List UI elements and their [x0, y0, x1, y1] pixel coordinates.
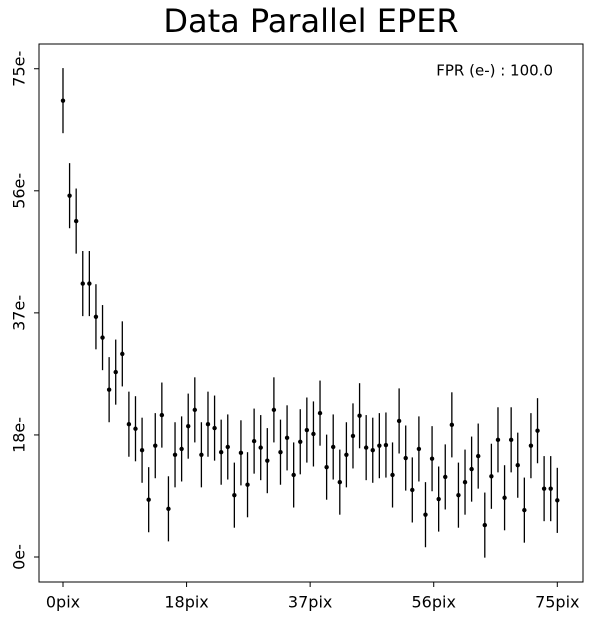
data-point	[271, 407, 277, 413]
x-tick-label: 18pix	[164, 593, 208, 612]
data-point	[423, 512, 428, 517]
data-point	[199, 452, 204, 457]
data-point	[331, 444, 336, 450]
data-point	[555, 498, 560, 503]
data-point	[350, 433, 356, 439]
y-tick-label: 75e-	[10, 51, 29, 87]
x-tick-label: 56pix	[412, 593, 456, 612]
data-point	[278, 449, 283, 455]
data-point	[416, 446, 422, 452]
data-point	[238, 450, 244, 456]
data-point	[133, 426, 138, 431]
data-point	[80, 281, 85, 286]
data-point	[456, 492, 461, 498]
data-point	[410, 487, 415, 493]
data-point	[67, 193, 72, 198]
data-point	[218, 449, 224, 455]
y-tick-label: 37e-	[9, 295, 28, 331]
data-point	[324, 464, 329, 470]
data-point	[476, 453, 481, 459]
x-tick-label: 37pix	[288, 593, 332, 612]
data-point	[469, 466, 474, 472]
data-point	[205, 421, 211, 427]
data-point	[370, 448, 375, 453]
x-tick-label: 0pix	[46, 593, 80, 612]
data-point	[515, 463, 520, 468]
data-point	[482, 522, 487, 528]
data-point	[489, 474, 494, 479]
x-tick-label: 75pix	[535, 593, 579, 612]
data-point	[192, 407, 198, 413]
data-point	[443, 474, 448, 480]
data-point	[390, 472, 395, 478]
data-point	[462, 479, 468, 485]
data-point	[396, 418, 402, 424]
data-point	[245, 482, 250, 487]
data-point	[357, 413, 362, 418]
data-point	[73, 218, 79, 224]
data-point	[522, 507, 527, 513]
data-point	[113, 369, 118, 375]
data-point	[528, 443, 534, 448]
data-point	[126, 421, 132, 427]
data-point	[344, 452, 349, 457]
data-point	[100, 335, 105, 340]
data-point	[87, 281, 92, 286]
data-point	[251, 438, 257, 444]
data-point	[265, 458, 270, 463]
data-point	[139, 448, 145, 453]
data-point	[225, 444, 230, 450]
data-point	[317, 410, 323, 416]
data-point	[449, 422, 455, 428]
data-point	[311, 431, 316, 437]
data-point	[212, 425, 217, 431]
data-point	[429, 456, 435, 461]
data-point	[403, 455, 408, 461]
y-tick-label: 0e-	[10, 544, 29, 570]
data-point	[179, 446, 184, 452]
y-tick-label: 56e-	[10, 173, 29, 209]
data-point	[535, 428, 540, 433]
data-point	[232, 492, 237, 498]
data-point	[60, 98, 66, 103]
data-point	[120, 351, 125, 357]
data-point	[436, 496, 441, 502]
data-point	[284, 435, 290, 441]
data-point	[298, 439, 303, 444]
data-point	[377, 443, 382, 448]
data-point	[258, 445, 263, 450]
data-point	[186, 423, 191, 429]
plot-frame	[38, 43, 584, 583]
data-point	[495, 437, 501, 443]
data-point	[146, 497, 151, 502]
data-point	[548, 486, 553, 491]
data-point	[106, 387, 112, 392]
data-point	[172, 452, 178, 457]
data-point	[541, 486, 547, 491]
data-point	[166, 506, 171, 512]
data-point	[383, 442, 389, 448]
y-tick-label: 18e-	[10, 417, 29, 453]
data-point	[508, 437, 514, 443]
chart-title: Data Parallel EPER	[163, 2, 458, 40]
data-point	[337, 479, 343, 485]
data-point	[363, 445, 369, 450]
data-point	[93, 314, 99, 319]
annotation: FPR (e-) : 100.0	[436, 62, 553, 80]
data-point	[153, 443, 158, 448]
data-point	[291, 472, 296, 478]
data-point	[502, 495, 507, 500]
data-point	[304, 427, 310, 433]
data-point	[159, 412, 165, 418]
